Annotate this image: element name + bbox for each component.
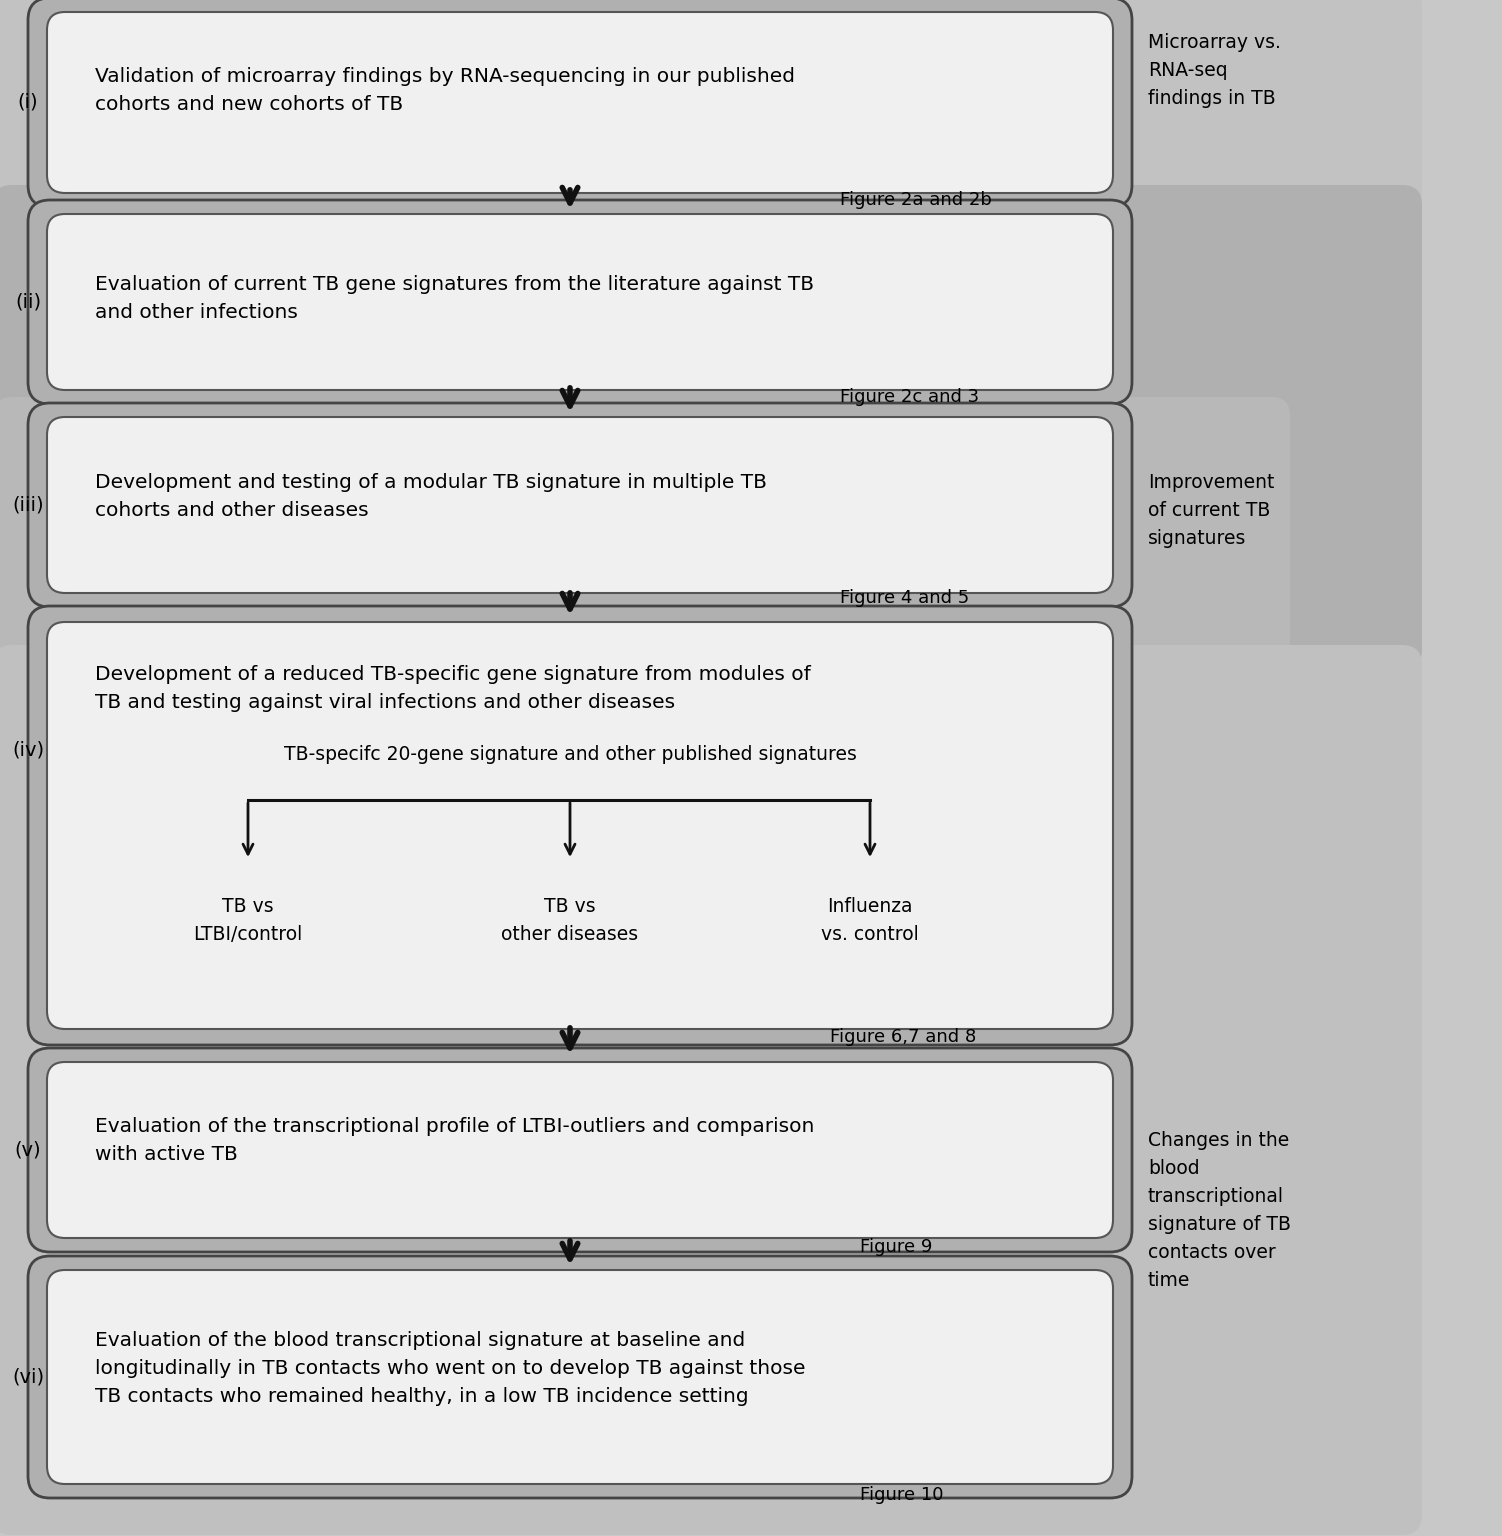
FancyBboxPatch shape (0, 184, 1422, 670)
FancyBboxPatch shape (0, 0, 1422, 214)
FancyBboxPatch shape (29, 200, 1133, 404)
FancyBboxPatch shape (47, 416, 1113, 593)
Text: Evaluation of current TB gene signatures from the literature against TB
and othe: Evaluation of current TB gene signatures… (95, 275, 814, 321)
Text: Figure 10: Figure 10 (861, 1485, 943, 1504)
Text: Figure 2a and 2b: Figure 2a and 2b (840, 190, 991, 209)
FancyBboxPatch shape (47, 622, 1113, 1029)
Text: (ii): (ii) (15, 292, 41, 312)
FancyBboxPatch shape (29, 402, 1133, 607)
FancyBboxPatch shape (0, 645, 1422, 1534)
FancyBboxPatch shape (47, 1061, 1113, 1238)
Text: Figure 6,7 and 8: Figure 6,7 and 8 (831, 1028, 976, 1046)
Text: Microarray vs.
RNA-seq
findings in TB: Microarray vs. RNA-seq findings in TB (1148, 32, 1281, 108)
Text: Validation of microarray findings by RNA-sequencing in our published
cohorts and: Validation of microarray findings by RNA… (95, 66, 795, 114)
FancyBboxPatch shape (29, 1048, 1133, 1252)
Text: (vi): (vi) (12, 1367, 44, 1387)
Text: (v): (v) (15, 1141, 42, 1160)
Text: Evaluation of the transcriptional profile of LTBI-outliers and comparison
with a: Evaluation of the transcriptional profil… (95, 1117, 814, 1163)
Text: Evaluation of the blood transcriptional signature at baseline and
longitudinally: Evaluation of the blood transcriptional … (95, 1330, 805, 1405)
FancyBboxPatch shape (47, 1270, 1113, 1484)
Text: (iii): (iii) (12, 496, 44, 515)
Text: (iv): (iv) (12, 740, 44, 759)
Text: Figure 4 and 5: Figure 4 and 5 (840, 588, 969, 607)
Text: Improvement
of current TB
signatures: Improvement of current TB signatures (1148, 473, 1274, 547)
FancyBboxPatch shape (29, 0, 1133, 207)
FancyBboxPatch shape (47, 214, 1113, 390)
FancyBboxPatch shape (29, 1256, 1133, 1498)
Text: TB vs
other diseases: TB vs other diseases (502, 897, 638, 943)
Text: (i): (i) (18, 92, 39, 112)
FancyBboxPatch shape (29, 607, 1133, 1044)
Text: Figure 9: Figure 9 (861, 1238, 933, 1256)
Text: Figure 2c and 3: Figure 2c and 3 (840, 389, 979, 406)
FancyBboxPatch shape (47, 12, 1113, 194)
Text: TB vs
LTBI/control: TB vs LTBI/control (194, 897, 302, 943)
Text: Changes in the
blood
transcriptional
signature of TB
contacts over
time: Changes in the blood transcriptional sig… (1148, 1130, 1292, 1290)
Text: Development of a reduced TB-specific gene signature from modules of
TB and testi: Development of a reduced TB-specific gen… (95, 665, 811, 711)
FancyBboxPatch shape (0, 396, 1290, 668)
Text: Development and testing of a modular TB signature in multiple TB
cohorts and oth: Development and testing of a modular TB … (95, 473, 768, 521)
Text: TB-specifc 20-gene signature and other published signatures: TB-specifc 20-gene signature and other p… (284, 745, 856, 765)
Text: Influenza
vs. control: Influenza vs. control (822, 897, 919, 943)
